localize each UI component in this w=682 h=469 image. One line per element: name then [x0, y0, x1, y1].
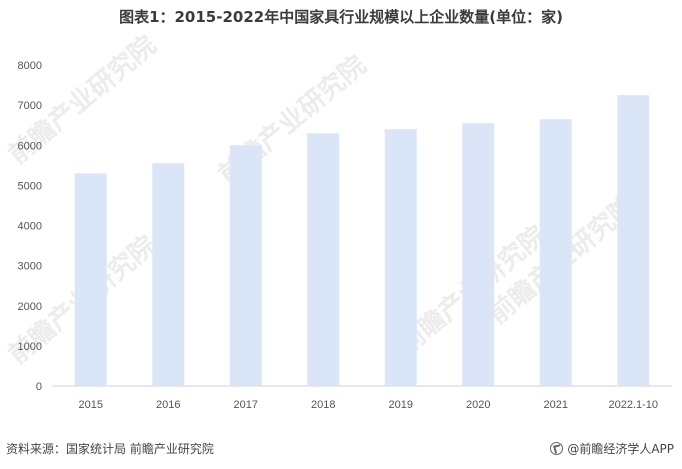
bar-2017	[229, 145, 262, 386]
x-tick-label: 2020	[466, 399, 490, 411]
bar-2021	[539, 119, 572, 386]
y-tick-label: 1000	[18, 341, 42, 353]
y-tick-label: 0	[36, 381, 42, 393]
brand-logo-icon	[550, 442, 564, 455]
y-tick-label: 2000	[18, 301, 42, 313]
bar-2016	[152, 163, 185, 386]
y-tick-label: 7000	[18, 100, 42, 112]
x-tick-label: 2016	[156, 399, 180, 411]
y-tick-label: 6000	[18, 140, 42, 152]
bar-2015	[74, 173, 107, 386]
y-tick-label: 5000	[18, 180, 42, 192]
x-tick-label: 2018	[311, 399, 335, 411]
brand-text: @前瞻经济学人APP	[567, 442, 674, 456]
x-tick-label: 2019	[389, 399, 413, 411]
brand-credit: @前瞻经济学人APP	[550, 440, 674, 457]
bar-2019	[384, 129, 417, 386]
bar-2020	[462, 123, 495, 387]
y-tick-label: 4000	[18, 221, 42, 233]
x-tick-label: 2021	[544, 399, 568, 411]
chart-title: 图表1：2015-2022年中国家具行业规模以上企业数量(单位：家)	[119, 8, 563, 26]
x-tick-label: 2022.1-10	[608, 399, 658, 411]
x-tick-label: 2017	[234, 399, 258, 411]
y-tick-label: 3000	[18, 261, 42, 273]
y-tick-label: 8000	[18, 60, 42, 72]
x-tick-label: 2015	[79, 399, 103, 411]
source-note: 资料来源：国家统计局 前瞻产业研究院	[6, 442, 214, 456]
bar-2018	[307, 133, 340, 386]
bar-2022.1-10	[617, 95, 650, 386]
